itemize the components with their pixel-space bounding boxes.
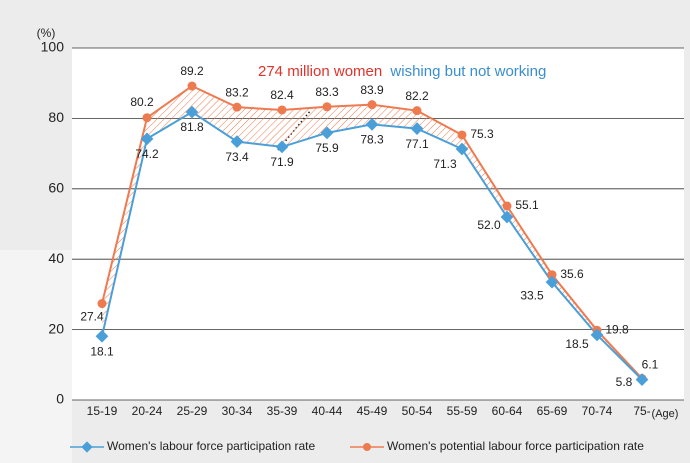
- marker: [277, 105, 287, 115]
- data-label: 5.8: [616, 375, 633, 389]
- annotation: 274 million women wishing but not workin…: [258, 63, 546, 80]
- legend-label: Women's labour force participation rate: [107, 439, 315, 453]
- legend-marker: [81, 441, 93, 453]
- data-label: 83.3: [315, 85, 339, 99]
- background-panel: [0, 250, 72, 463]
- x-tick-label: 65-69: [537, 404, 568, 418]
- marker: [365, 118, 379, 131]
- legend-label: Women's potential labour force participa…: [387, 439, 644, 453]
- legend-marker: [363, 443, 371, 451]
- annotation-text: wishing but not working: [389, 63, 546, 80]
- data-label: 55.1: [515, 198, 539, 212]
- gap-area: [102, 86, 642, 380]
- x-tick-label: 70-74: [582, 404, 613, 418]
- y-tick-label: 40: [48, 250, 64, 266]
- x-tick-label: 30-34: [222, 404, 253, 418]
- y-unit-label: (%): [37, 26, 56, 40]
- data-label: 83.2: [225, 85, 249, 99]
- x-tick-label: 25-29: [177, 404, 208, 418]
- data-label: 6.1: [642, 358, 659, 372]
- marker: [455, 142, 469, 156]
- annotation-highlight: 274 million women: [258, 63, 382, 80]
- x-unit-label: (Age): [652, 408, 679, 420]
- marker: [232, 102, 242, 112]
- marker: [322, 102, 332, 112]
- x-tick-label: 20-24: [132, 404, 163, 418]
- y-tick-label: 100: [41, 39, 65, 55]
- data-label: 19.8: [605, 322, 629, 336]
- data-label: 52.0: [477, 218, 501, 232]
- marker: [410, 122, 424, 135]
- marker: [547, 270, 557, 280]
- data-label: 78.3: [360, 133, 384, 147]
- marker: [185, 105, 199, 119]
- data-label: 33.5: [520, 288, 544, 302]
- data-label: 71.9: [270, 155, 294, 169]
- marker: [320, 126, 334, 140]
- marker: [457, 130, 467, 140]
- data-label: 75.9: [315, 141, 339, 155]
- x-tick-label: 40-44: [312, 404, 343, 418]
- data-label: 74.2: [135, 147, 159, 161]
- data-label: 80.2: [130, 95, 154, 109]
- data-label: 35.6: [560, 267, 584, 281]
- data-label: 83.9: [360, 83, 384, 97]
- marker: [230, 135, 244, 148]
- data-label: 81.8: [180, 120, 204, 134]
- x-tick-label: 60-64: [492, 404, 523, 418]
- x-tick-label: 45-49: [357, 404, 388, 418]
- data-label: 82.2: [405, 89, 429, 103]
- marker: [97, 299, 107, 309]
- y-tick-label: 80: [48, 109, 64, 125]
- data-label: 82.4: [270, 88, 294, 102]
- y-tick-label: 60: [48, 180, 64, 196]
- marker: [367, 100, 377, 110]
- marker: [275, 140, 289, 154]
- x-tick-label: 55-59: [447, 404, 478, 418]
- data-label: 75.3: [470, 127, 494, 141]
- marker: [502, 201, 512, 211]
- x-tick-label: 15-19: [87, 404, 118, 418]
- data-label: 89.2: [180, 64, 204, 78]
- x-tick-label: 50-54: [402, 404, 433, 418]
- data-label: 18.5: [565, 337, 589, 351]
- data-label: 77.1: [405, 137, 429, 151]
- marker: [500, 210, 514, 224]
- data-label: 18.1: [90, 344, 114, 358]
- x-tick-label: 75-: [633, 404, 650, 418]
- plot-area: [72, 48, 684, 400]
- x-tick-label: 35-39: [267, 404, 298, 418]
- data-label: 73.4: [225, 150, 249, 164]
- marker: [140, 132, 154, 146]
- y-tick-label: 20: [48, 320, 64, 336]
- y-tick-label: 0: [56, 391, 64, 407]
- marker: [95, 329, 109, 343]
- marker: [187, 81, 197, 91]
- marker: [412, 106, 422, 116]
- data-label: 27.4: [80, 310, 104, 324]
- data-label: 71.3: [433, 157, 457, 171]
- marker: [142, 113, 152, 123]
